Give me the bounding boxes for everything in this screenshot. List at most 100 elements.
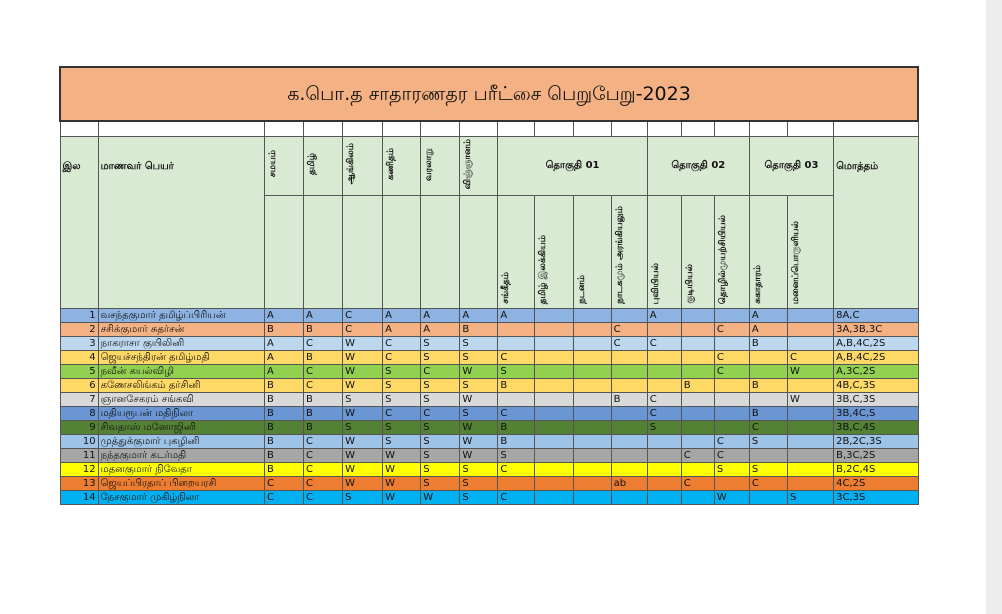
total-cell: 4B,C,3S: [833, 378, 919, 393]
grade-cell: [646, 378, 682, 393]
table-row: 6 கணேசலிங்கம் தர்சினி B C W S S S B B B 4B,C,3S: [59, 378, 919, 393]
grade-cell: S: [420, 420, 461, 435]
grade-cell: [572, 392, 612, 407]
grade-cell: [610, 350, 648, 365]
grade-cell: [680, 462, 715, 477]
grade-cell: [534, 420, 574, 435]
grade-cell: S: [420, 378, 461, 393]
grade-cell: A: [303, 308, 344, 323]
grade-cell: [497, 476, 536, 491]
student-name: முத்துக்குமார் புகழினி: [97, 434, 265, 449]
grade-cell: C: [420, 406, 461, 421]
grade-cell: C: [646, 336, 682, 351]
table-row: 3 நாகராசா குயிலினி A C W C S S C C B A,B,4C,2S: [59, 336, 919, 351]
grade-cell: [572, 322, 612, 337]
grade-cell: C: [420, 364, 461, 379]
row-number: 8: [59, 406, 99, 421]
grade-cell: S: [748, 434, 788, 449]
grade-cell: [646, 434, 682, 449]
grade-cell: C: [382, 350, 422, 365]
grade-cell: W: [342, 462, 384, 477]
grade-cell: S: [459, 336, 499, 351]
grade-cell: [572, 462, 612, 477]
student-name: வசந்தகுமார் தமிழ்ப்பிரியன்: [97, 308, 265, 323]
grade-cell: [534, 406, 574, 421]
grade-cell: C: [303, 462, 344, 477]
subject-header-religion: சமயம்: [263, 136, 305, 196]
row-number: 11: [59, 448, 99, 463]
grade-cell: A: [748, 322, 788, 337]
grade-cell: [534, 448, 574, 463]
grade-cell: B: [303, 420, 344, 435]
subject-header-history: வரலாறு: [420, 136, 461, 196]
grade-cell: [610, 308, 648, 323]
grade-cell: [534, 392, 574, 407]
grade-cell: [610, 406, 648, 421]
grade-cell: B: [680, 378, 715, 393]
grade-cell: W: [459, 364, 499, 379]
grade-cell: C: [497, 490, 536, 505]
student-name: நாகராசா குயிலினி: [97, 336, 265, 351]
total-cell: B,3C,2S: [833, 448, 919, 463]
grade-cell: C: [303, 490, 344, 505]
grade-cell: C: [303, 434, 344, 449]
grade-cell: B: [263, 420, 305, 435]
grade-cell: S: [420, 462, 461, 477]
grade-cell: W: [786, 364, 835, 379]
grade-cell: S: [342, 490, 384, 505]
grade-cell: [534, 490, 574, 505]
grade-cell: B: [303, 392, 344, 407]
grade-cell: S: [786, 490, 835, 505]
grade-cell: C: [610, 336, 648, 351]
grade-cell: S: [420, 350, 461, 365]
total-cell: 4C,2S: [833, 476, 919, 491]
grade-cell: S: [646, 420, 682, 435]
grade-cell: S: [459, 350, 499, 365]
grade-cell: [748, 364, 788, 379]
grade-cell: W: [382, 448, 422, 463]
grade-cell: [572, 364, 612, 379]
grade-cell: [572, 406, 612, 421]
grade-cell: B: [610, 392, 648, 407]
grade-cell: S: [459, 378, 499, 393]
table-row: 2 சசிக்குமார் சுதர்சன் B B C A A B C C A 3A,3B,3C: [59, 322, 919, 337]
subject-header-science: விஞ்ஞானம்: [459, 136, 499, 196]
grade-cell: [610, 490, 648, 505]
grade-cell: A: [459, 308, 499, 323]
g3-subject-health: சுகாதாரம்: [748, 195, 788, 309]
grade-cell: W: [382, 490, 422, 505]
total-cell: A,B,4C,2S: [833, 350, 919, 365]
g1-subject-drama: நாடகமும் அரங்கியலும்: [610, 195, 648, 309]
grade-cell: C: [303, 336, 344, 351]
grade-cell: [497, 336, 536, 351]
grade-cell: [713, 308, 750, 323]
grade-cell: S: [459, 406, 499, 421]
grade-cell: B: [263, 448, 305, 463]
grade-cell: A: [748, 308, 788, 323]
table-row: 14 நேசகுமார் முகிழ்நிலா C C S W W S C W S 3C,3S: [59, 490, 919, 505]
grade-cell: S: [748, 462, 788, 477]
grade-cell: [786, 420, 835, 435]
grade-cell: [534, 322, 574, 337]
row-number: 12: [59, 462, 99, 477]
table-row: 4 ஜெயச்சந்திரன் தமிழ்மதி A B W C S S C C C A,B,4C,2…: [59, 350, 919, 365]
grade-cell: S: [382, 434, 422, 449]
total-cell: A,B,4C,2S: [833, 336, 919, 351]
subject-header-tamil: தமிழ்: [303, 136, 344, 196]
subject-header-maths: கணிதம்: [382, 136, 422, 196]
grade-cell: [610, 462, 648, 477]
grade-cell: W: [342, 434, 384, 449]
grade-cell: [534, 476, 574, 491]
grade-cell: C: [497, 406, 536, 421]
grade-cell: B: [303, 322, 344, 337]
grade-cell: B: [263, 406, 305, 421]
group1-header: தொகுதி 01: [497, 136, 648, 196]
grade-cell: [646, 462, 682, 477]
grade-cell: S: [420, 336, 461, 351]
grade-cell: S: [497, 448, 536, 463]
header-row-2: சங்கீதம் தமிழ் இலக்கியம் நடனம் நாடகமும் …: [60, 195, 918, 309]
grade-cell: S: [713, 462, 750, 477]
student-name: ஜெயச்சந்திரன் தமிழ்மதி: [97, 350, 265, 365]
grade-cell: C: [263, 490, 305, 505]
row-number: 13: [59, 476, 99, 491]
